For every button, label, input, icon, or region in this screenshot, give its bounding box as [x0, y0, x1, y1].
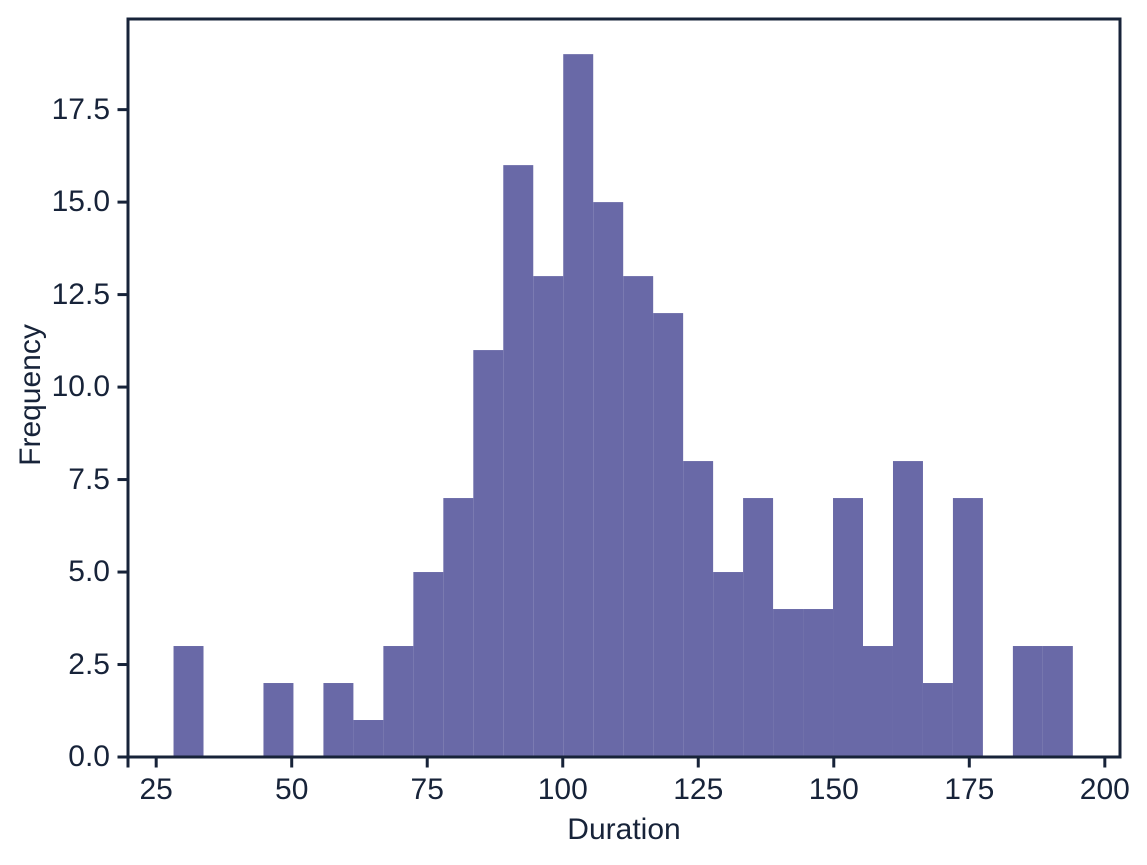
y-axis-label: Frequency	[14, 324, 47, 466]
histogram-bar	[173, 646, 204, 757]
x-tick-label: 200	[1079, 773, 1130, 806]
y-tick-label: 5.0	[68, 555, 110, 589]
y-tick-label: 15.0	[51, 185, 110, 219]
histogram-bar	[533, 276, 564, 757]
histogram-bar	[803, 609, 834, 757]
y-tick-label: 10.0	[51, 370, 110, 404]
histogram-bar	[892, 461, 923, 757]
x-axis-label: Duration	[567, 813, 681, 846]
histogram-bar	[263, 683, 294, 757]
x-tick-label: 100	[537, 773, 588, 806]
x-tick-label: 75	[410, 773, 444, 806]
histogram-bar	[833, 498, 863, 757]
x-tick-label: 25	[139, 773, 173, 806]
histogram-bar	[383, 646, 414, 757]
histogram-bar	[773, 609, 804, 757]
histogram-bar	[413, 572, 444, 757]
y-tick-label: 7.5	[68, 462, 110, 496]
histogram-bar	[443, 498, 474, 757]
histogram-bar	[473, 350, 504, 757]
axes-spines	[126, 17, 1122, 759]
x-tick-label: 50	[275, 773, 309, 806]
histogram-bar	[713, 572, 744, 757]
histogram-bar	[353, 720, 384, 757]
histogram-bar	[683, 461, 714, 757]
y-tick-label: 0.0	[68, 740, 110, 773]
histogram-bar	[563, 54, 594, 757]
histogram-bar	[323, 683, 354, 757]
histogram-bar	[1042, 646, 1073, 757]
histogram-bar	[623, 276, 654, 757]
histogram-bar	[593, 202, 624, 758]
y-tick-label: 17.5	[51, 92, 110, 126]
histogram-bar	[863, 646, 893, 757]
x-tick-label: 175	[944, 773, 995, 806]
y-tick-label: 12.5	[51, 277, 110, 311]
histogram-bar	[503, 165, 534, 757]
x-tick-label: 125	[673, 773, 724, 806]
histogram-bar	[922, 683, 953, 757]
histogram-bar	[1012, 646, 1043, 757]
histogram-bar	[653, 313, 684, 757]
y-tick-label: 2.5	[68, 647, 110, 681]
x-tick-label: 150	[808, 773, 859, 806]
histogram-bar	[743, 498, 774, 757]
histogram-bar	[952, 498, 983, 757]
